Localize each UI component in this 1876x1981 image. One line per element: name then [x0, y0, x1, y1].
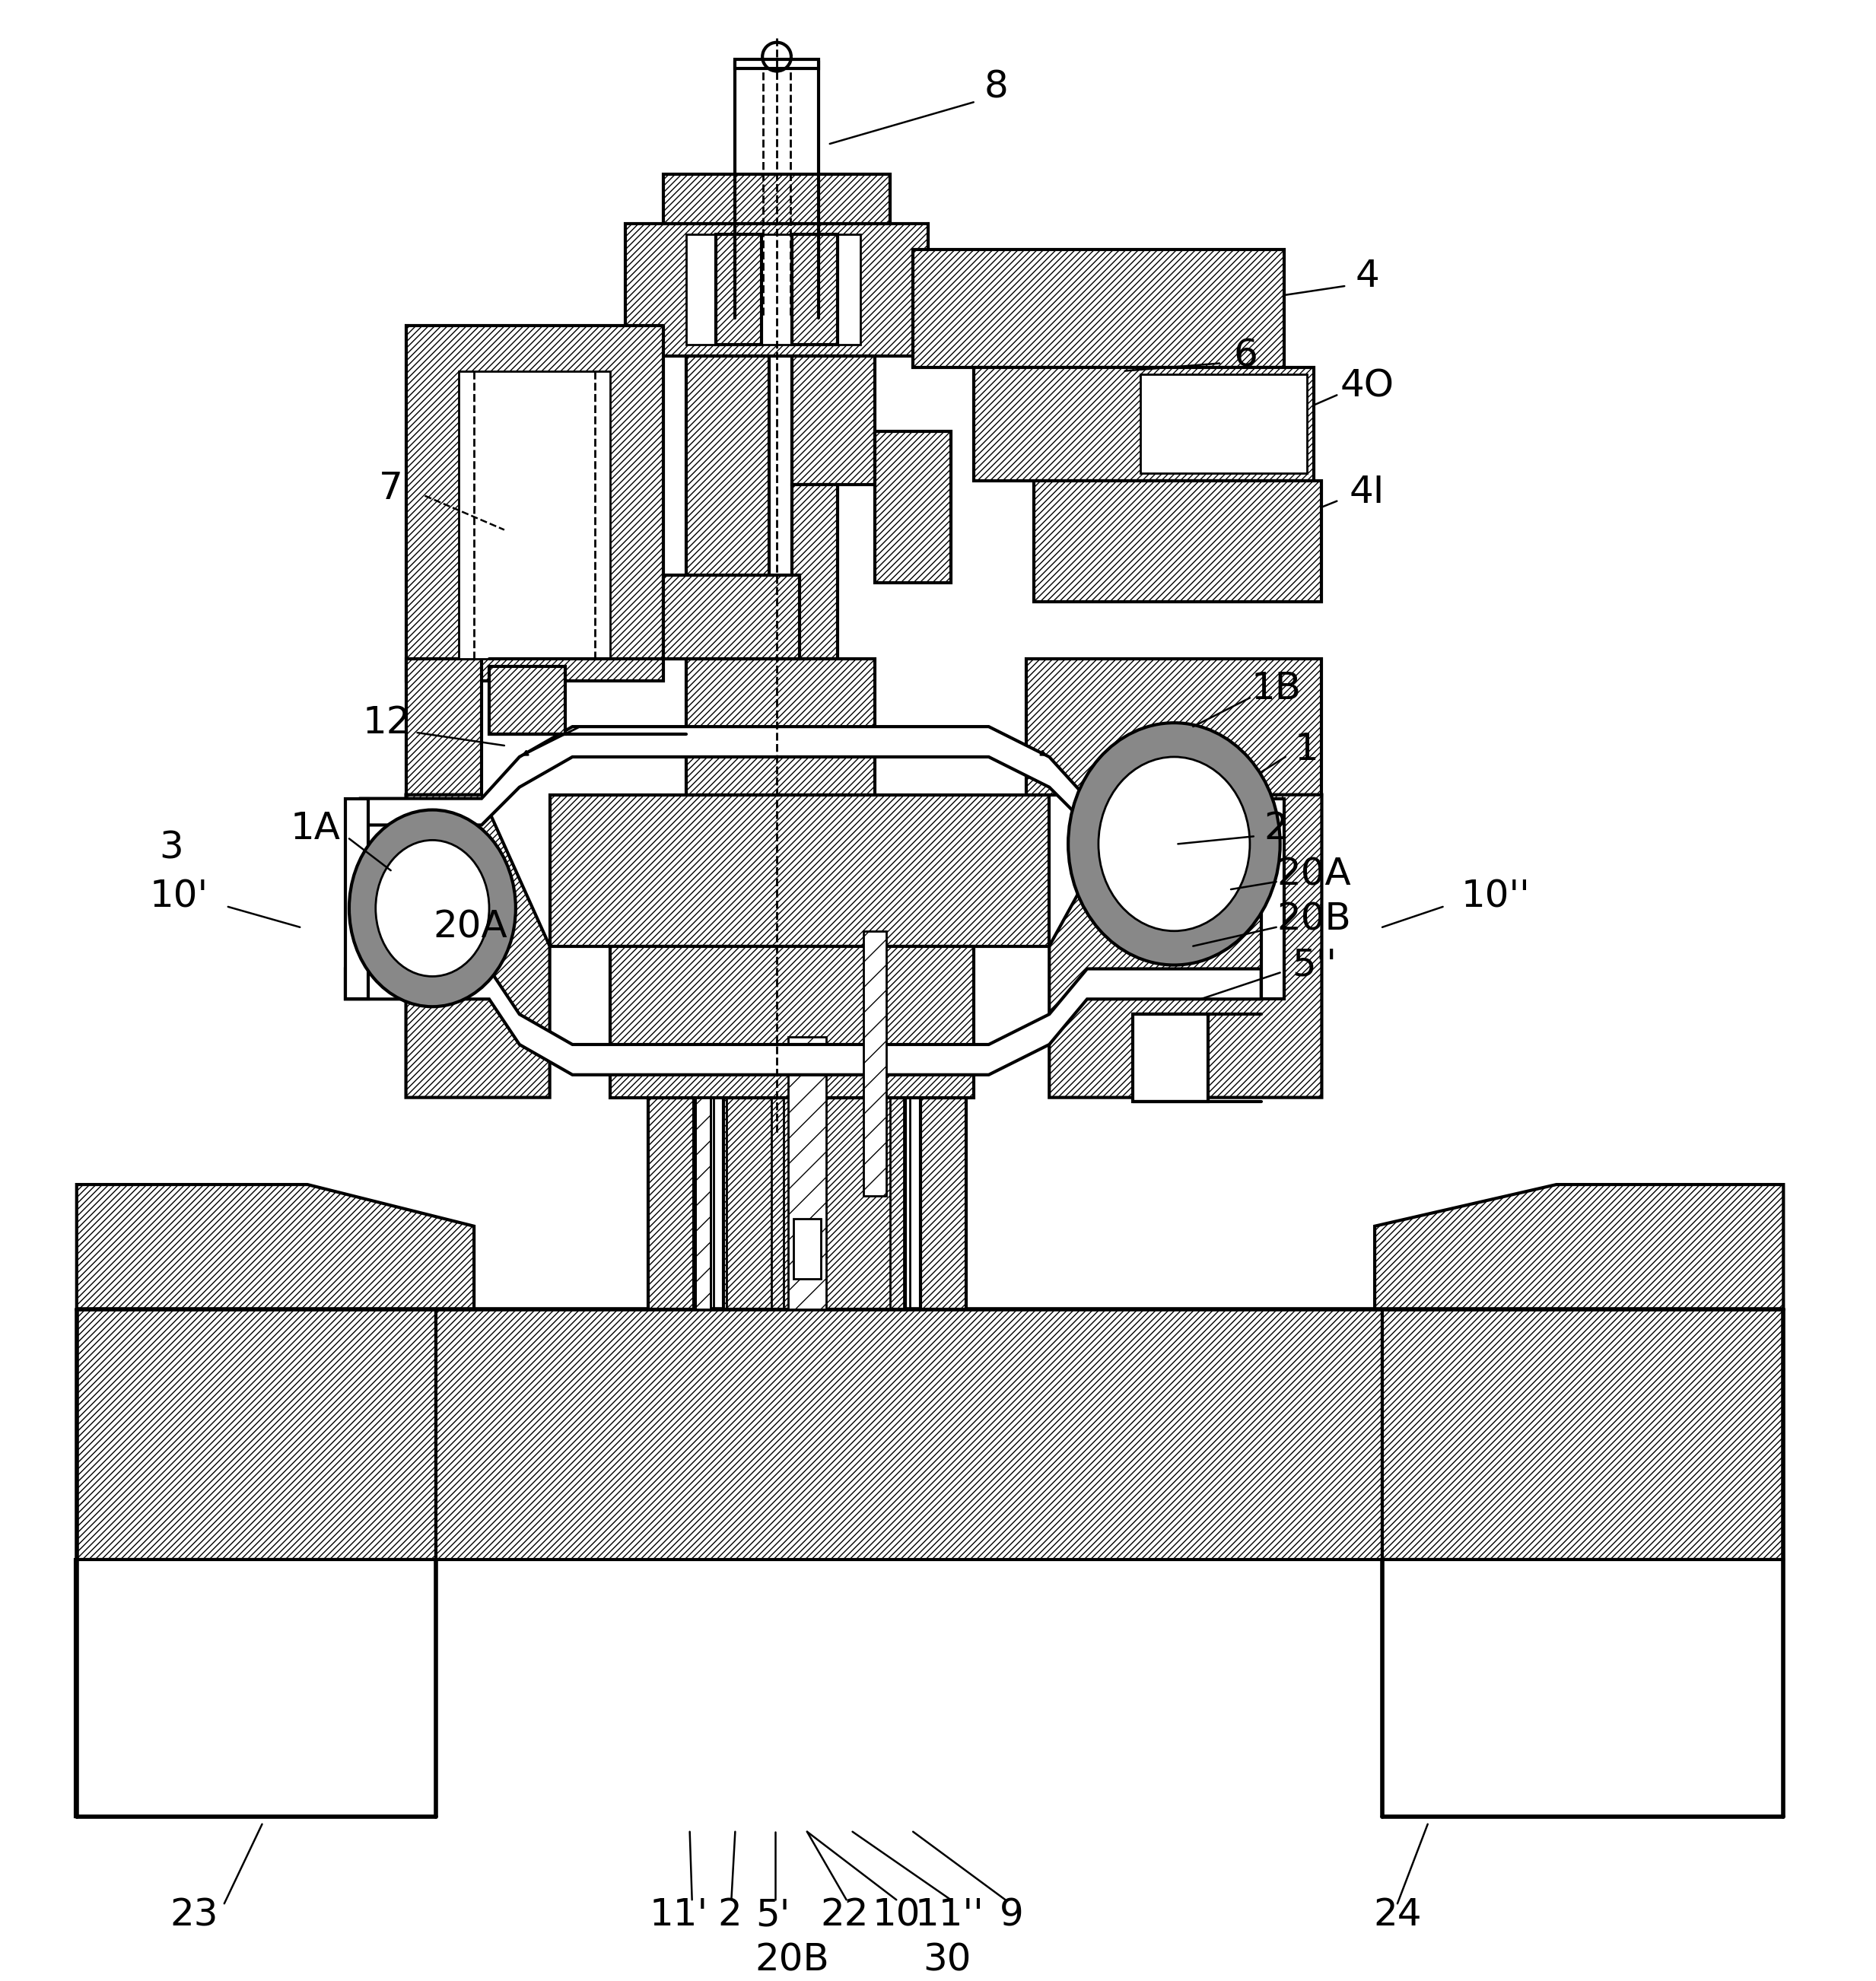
Bar — [921, 1097, 966, 1309]
Text: 11': 11' — [649, 1896, 707, 1933]
Bar — [405, 325, 664, 681]
Text: 6: 6 — [1234, 337, 1259, 374]
Text: 20B: 20B — [1278, 901, 1351, 937]
Text: 10: 10 — [872, 1896, 921, 1933]
Text: 11'': 11'' — [915, 1896, 983, 1933]
Bar — [863, 931, 887, 1197]
Text: 7: 7 — [379, 469, 403, 507]
Bar — [460, 370, 610, 658]
Bar — [490, 666, 565, 735]
Ellipse shape — [1099, 757, 1249, 931]
Bar — [792, 234, 837, 345]
Polygon shape — [1049, 794, 1323, 1097]
Text: 10': 10' — [150, 880, 208, 915]
Text: 9: 9 — [1000, 1896, 1024, 1933]
Bar — [687, 357, 769, 658]
Bar — [405, 658, 482, 794]
Polygon shape — [77, 1185, 475, 1309]
Bar — [664, 174, 891, 224]
Text: 23: 23 — [171, 1896, 218, 1933]
Bar — [647, 1097, 694, 1309]
Bar — [1034, 481, 1323, 602]
Text: 5'': 5'' — [1293, 947, 1336, 983]
Text: 2: 2 — [1264, 810, 1289, 848]
Bar — [687, 234, 859, 345]
Text: 22: 22 — [820, 1896, 869, 1933]
Bar — [1133, 1014, 1208, 1101]
Bar — [974, 366, 1315, 481]
Bar — [1383, 1559, 1784, 1817]
Text: 8: 8 — [985, 69, 1009, 105]
Polygon shape — [1375, 1185, 1784, 1309]
Text: 1: 1 — [1294, 731, 1319, 767]
Text: 2: 2 — [719, 1896, 741, 1933]
Polygon shape — [345, 969, 1261, 1076]
Bar — [717, 234, 762, 345]
Polygon shape — [360, 727, 1253, 824]
Bar — [1383, 1309, 1784, 1559]
Text: 4I: 4I — [1349, 473, 1384, 511]
Polygon shape — [405, 794, 550, 1097]
Text: 1B: 1B — [1251, 670, 1302, 707]
Text: 10'': 10'' — [1461, 880, 1531, 915]
Bar — [687, 658, 876, 794]
Text: 20A: 20A — [433, 909, 507, 945]
Text: 5': 5' — [756, 1896, 790, 1933]
Bar — [437, 1309, 1383, 1559]
Bar — [876, 432, 951, 582]
Bar — [1026, 658, 1323, 794]
Bar — [724, 1097, 906, 1309]
Text: 12: 12 — [362, 705, 411, 741]
Text: 24: 24 — [1373, 1896, 1422, 1933]
Bar — [345, 798, 368, 998]
Bar — [792, 357, 876, 485]
Bar — [664, 574, 799, 658]
Bar — [625, 224, 929, 357]
Bar — [788, 1036, 825, 1309]
Bar — [75, 1559, 437, 1817]
Text: 3: 3 — [159, 830, 184, 866]
Text: 20B: 20B — [754, 1941, 829, 1979]
Bar — [77, 1309, 437, 1559]
Bar — [914, 250, 1283, 366]
Bar — [694, 1097, 711, 1309]
Ellipse shape — [375, 840, 490, 977]
Text: 4: 4 — [1354, 258, 1379, 295]
Text: 30: 30 — [923, 1941, 972, 1979]
Ellipse shape — [349, 810, 516, 1006]
Bar — [550, 794, 1049, 947]
Text: 20A: 20A — [1278, 856, 1351, 893]
Bar — [1141, 374, 1306, 473]
Text: 4O: 4O — [1339, 368, 1394, 404]
Bar — [794, 1218, 820, 1280]
Bar — [610, 947, 974, 1097]
Bar — [1261, 798, 1283, 998]
Bar — [792, 485, 837, 658]
Bar — [735, 59, 818, 67]
Text: 1A: 1A — [291, 810, 340, 848]
Ellipse shape — [1067, 723, 1279, 965]
